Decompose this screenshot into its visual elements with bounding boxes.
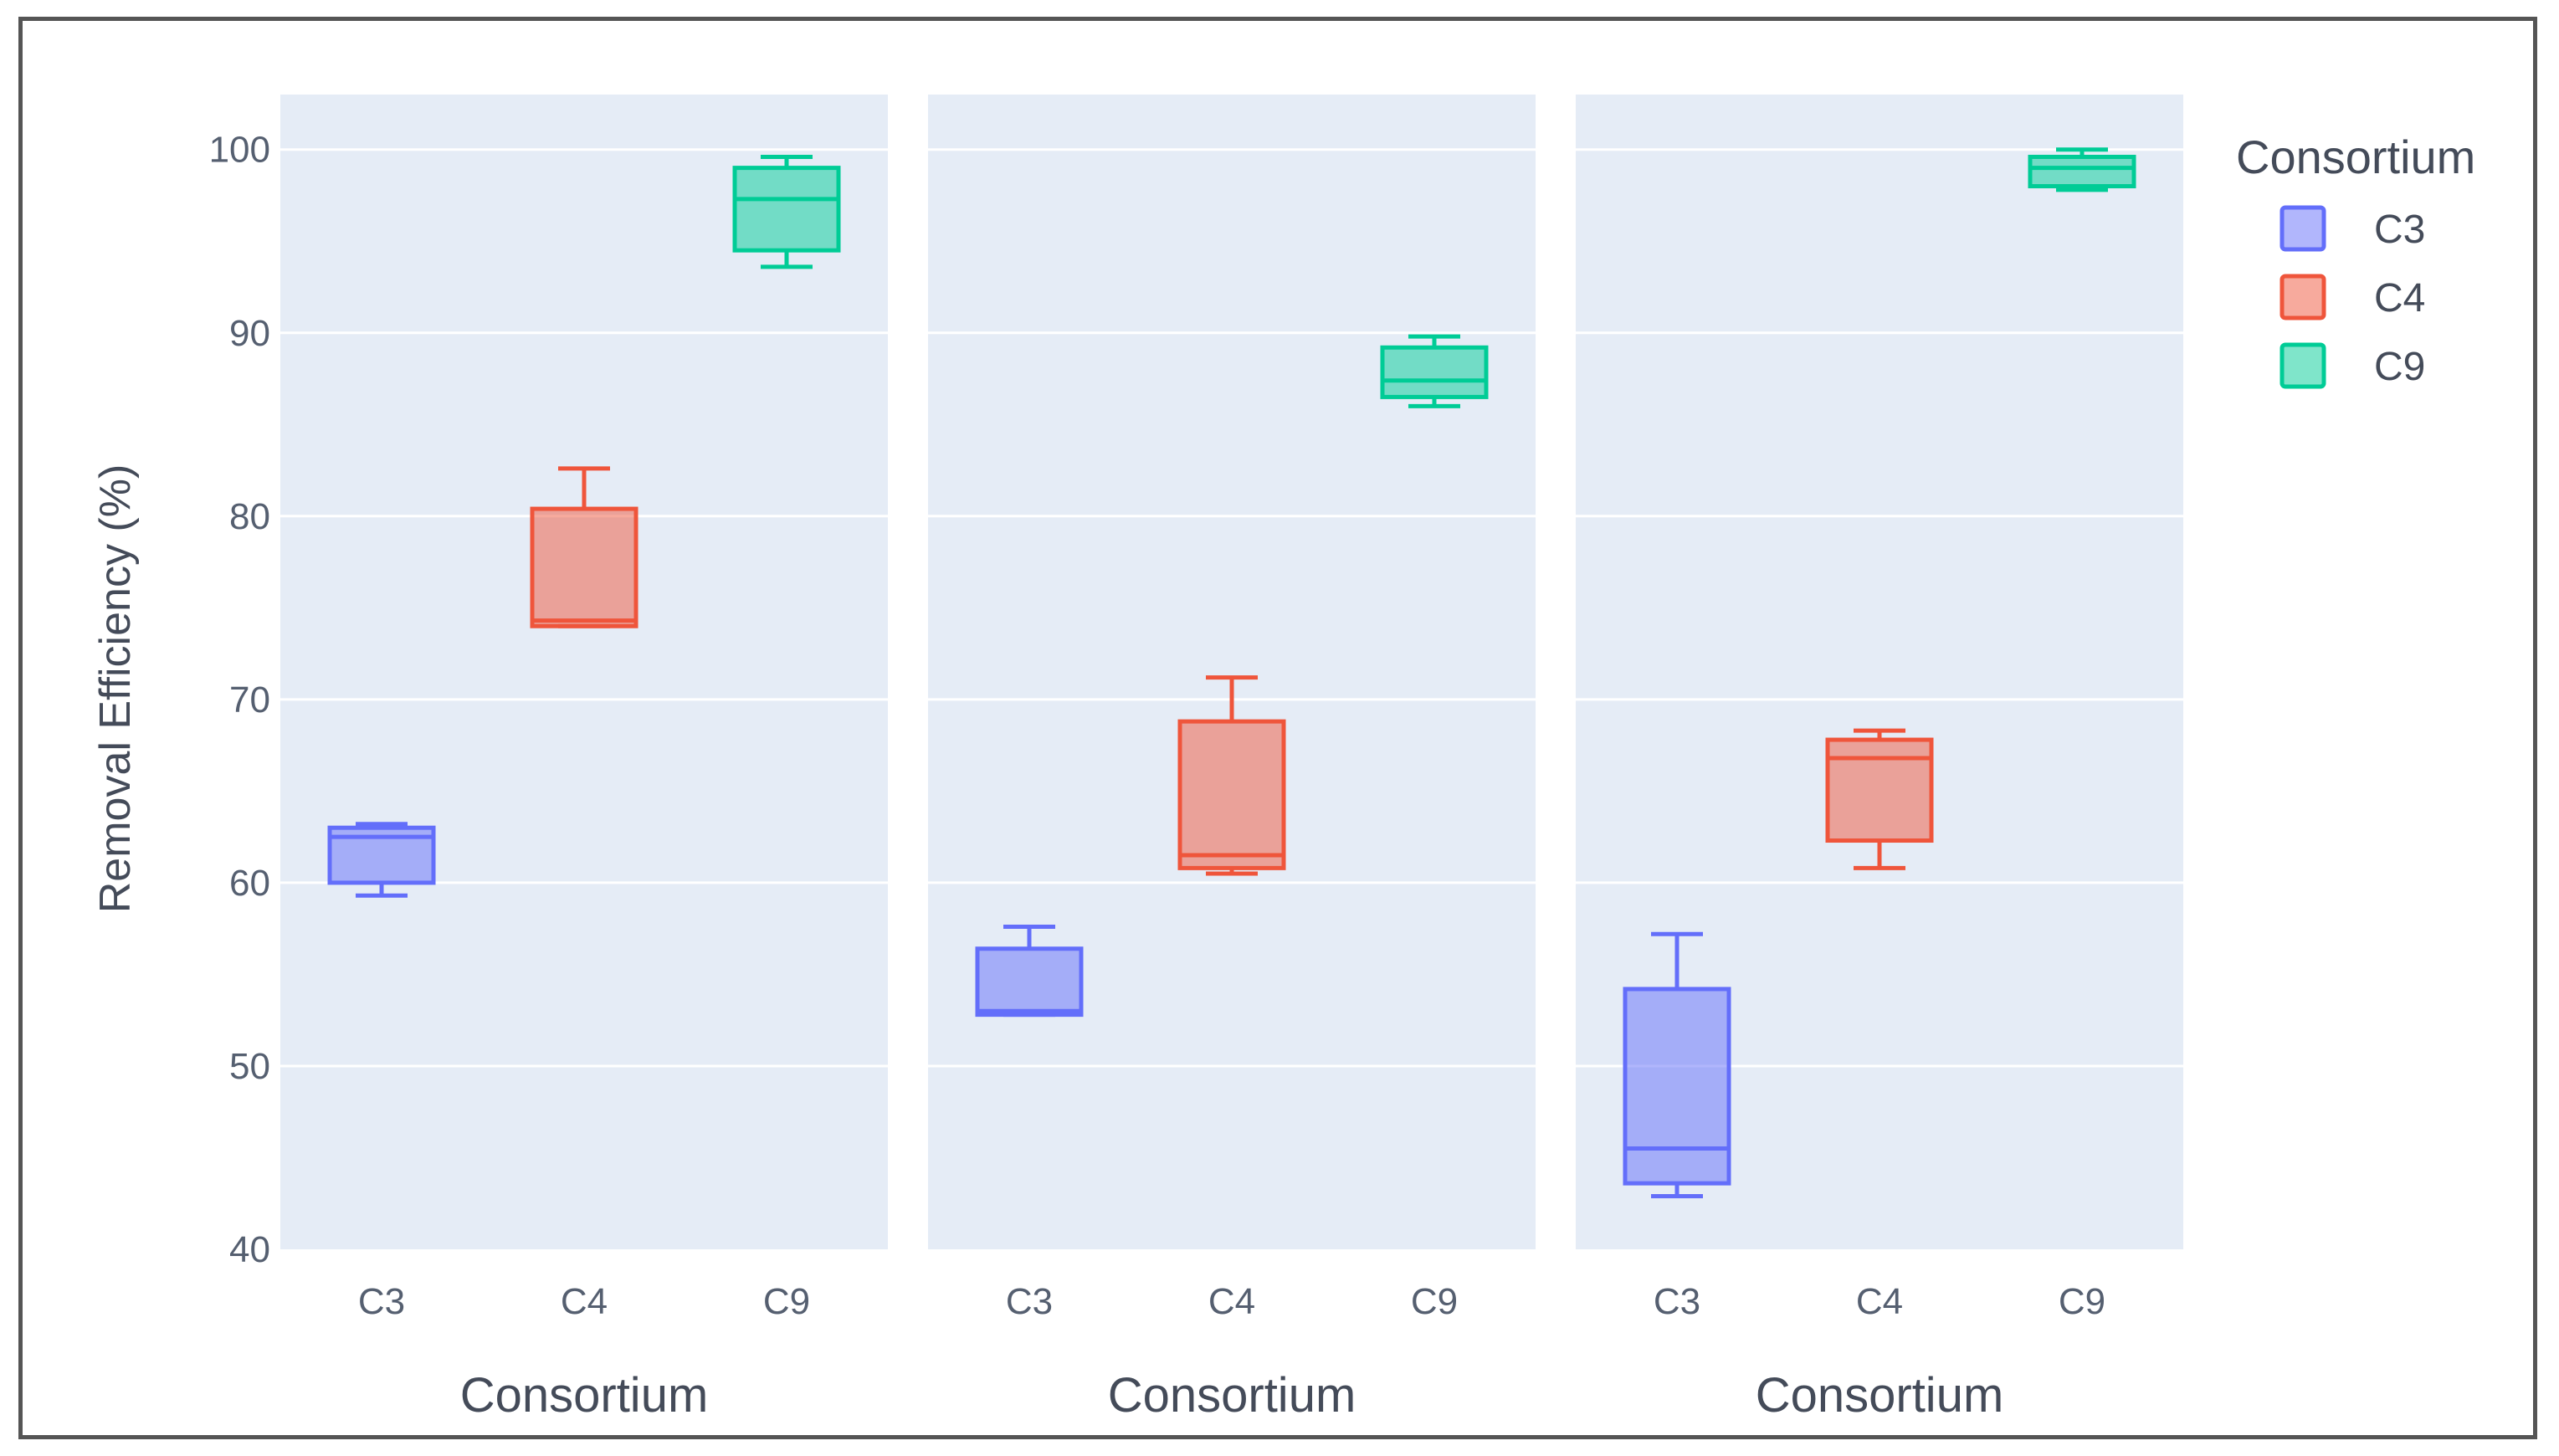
y-axis-title: Removal Efficiency (%) <box>91 464 140 914</box>
y-tick-label: 90 <box>229 313 270 354</box>
legend-label: C4 <box>2374 276 2425 320</box>
y-tick-label: 80 <box>229 496 270 537</box>
y-tick-label: 70 <box>229 679 270 720</box>
box-body <box>1380 345 1489 399</box>
x-tick-label: C3 <box>1654 1281 1700 1322</box>
x-axis-title: Consortium <box>460 1368 709 1423</box>
legend-label: C9 <box>2374 345 2425 389</box>
box-body <box>2028 154 2136 189</box>
figure-frame: 40 50 60 70 80 90 100 Removal Efficiency (%) C3 C… <box>18 17 2537 1439</box>
y-tick-label: 100 <box>209 130 270 171</box>
panel-background <box>928 95 1536 1249</box>
x-axis-title: Consortium <box>1756 1368 2004 1423</box>
x-tick-label: C9 <box>763 1281 810 1322</box>
box-body <box>732 166 841 253</box>
y-tick-label: 50 <box>229 1046 270 1087</box>
panel-background <box>280 95 888 1249</box>
legend-swatch <box>2280 274 2326 320</box>
x-axis-title: Consortium <box>1108 1368 1356 1423</box>
legend-swatch <box>2280 342 2326 389</box>
box-body <box>1825 737 1934 843</box>
x-tick-label: C4 <box>1208 1281 1255 1322</box>
box-body <box>975 946 1084 1018</box>
box-body <box>1177 719 1286 870</box>
legend-label: C3 <box>2374 208 2425 252</box>
legend-title: Consortium <box>2236 131 2475 183</box>
y-tick-label: 60 <box>229 863 270 904</box>
legend-swatch <box>2280 205 2326 252</box>
x-tick-label: C9 <box>2059 1281 2105 1322</box>
box-body <box>530 506 638 628</box>
x-tick-label: C4 <box>561 1281 608 1322</box>
y-tick-label: 40 <box>229 1229 270 1270</box>
box-plot-chart: 40 50 60 70 80 90 100 Removal Efficiency (%) C3 C… <box>91 95 2475 1423</box>
x-tick-label: C3 <box>358 1281 405 1322</box>
x-tick-label: C3 <box>1006 1281 1053 1322</box>
x-tick-label: C4 <box>1856 1281 1903 1322</box>
x-tick-label: C9 <box>1411 1281 1458 1322</box>
box-body <box>1623 987 1731 1186</box>
